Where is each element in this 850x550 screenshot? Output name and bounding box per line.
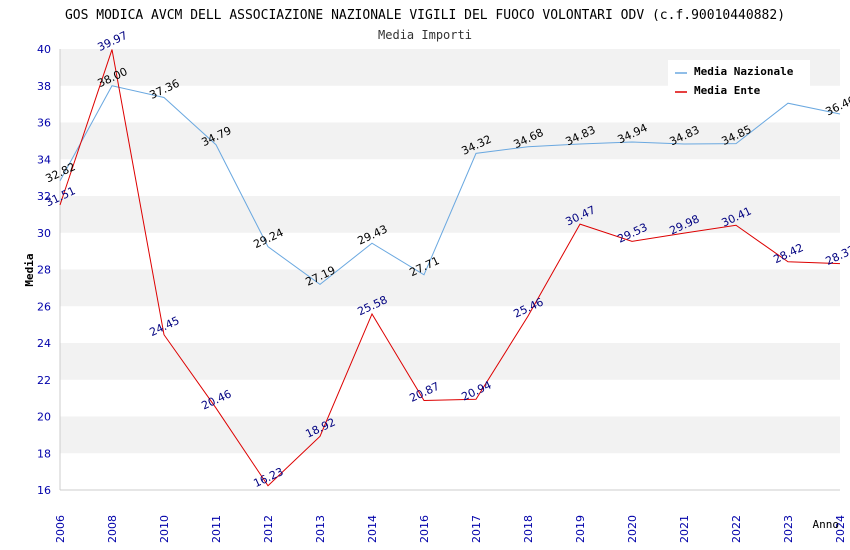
legend-label-nazionale: Media Nazionale [694, 65, 794, 78]
y-tick-label: 38 [37, 80, 51, 93]
y-tick-label: 28 [37, 264, 51, 277]
y-tick-label: 22 [37, 374, 51, 387]
y-tick-label: 18 [37, 447, 51, 460]
y-tick-label: 30 [37, 227, 51, 240]
x-tick-label: 2012 [262, 515, 275, 543]
grid-band [60, 379, 840, 417]
y-tick-label: 16 [37, 484, 51, 497]
grid-band [60, 416, 840, 454]
x-tick-label: 2024 [834, 515, 847, 543]
x-tick-label: 2016 [418, 515, 431, 543]
grid-band [60, 453, 840, 490]
series-line-0 [59, 85, 841, 286]
y-tick-label: 20 [37, 411, 51, 424]
grid-band [60, 159, 840, 196]
grid-band [60, 269, 840, 307]
y-tick-label: 36 [37, 117, 51, 130]
x-tick-label: 2023 [782, 515, 795, 543]
grid-band [60, 306, 840, 343]
x-tick-label: 2014 [366, 515, 379, 543]
x-tick-label: 2008 [106, 515, 119, 543]
x-tick-label: 2020 [626, 515, 639, 543]
x-tick-label: 2010 [158, 515, 171, 543]
legend: Media Nazionale Media Ente [668, 60, 810, 102]
x-tick-label: 2013 [314, 515, 327, 543]
legend-box [668, 60, 810, 102]
grid-band [60, 343, 840, 380]
x-tick-label: 2019 [574, 515, 587, 543]
x-tick-label: 2021 [678, 515, 691, 543]
y-axis-label: Media [23, 253, 36, 286]
y-tick-label: 32 [37, 190, 51, 203]
x-axis-label: Anno [813, 518, 840, 531]
x-tick-label: 2017 [470, 515, 483, 543]
y-tick-label: 24 [37, 337, 51, 350]
y-tick-label: 34 [37, 153, 51, 166]
x-axis: 2006 2008 2010 2011 2012 2013 2014 2016 2017 2018… [54, 515, 847, 543]
series-line-1 [59, 49, 841, 487]
legend-label-ente: Media Ente [694, 84, 761, 97]
y-axis: 16 18 20 22 24 26 28 30 32 34 36 38 40 [37, 43, 51, 497]
chart-subtitle: Media Importi [378, 28, 472, 42]
grid-bands [59, 49, 840, 491]
grid-band [60, 232, 840, 270]
x-tick-label: 2006 [54, 515, 67, 543]
grid-band [60, 122, 840, 160]
y-tick-label: 26 [37, 300, 51, 313]
chart-title: GOS MODICA AVCM DELL ASSOCIAZIONE NAZION… [65, 8, 785, 23]
x-tick-label: 2018 [522, 515, 535, 543]
x-tick-label: 2011 [210, 515, 223, 543]
x-tick-label: 2022 [730, 515, 743, 543]
y-tick-label: 40 [37, 43, 51, 56]
series-lines [59, 49, 841, 487]
